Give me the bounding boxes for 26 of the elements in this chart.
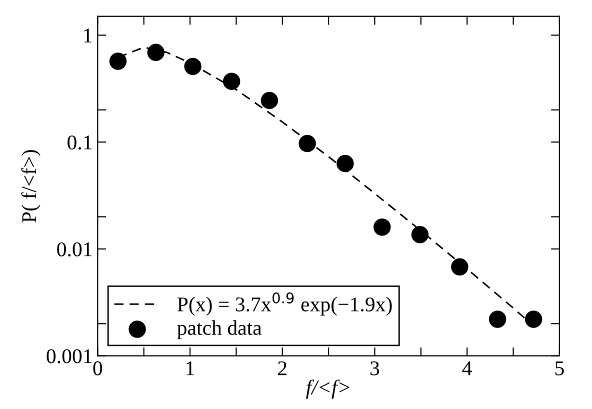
- point: [260, 92, 278, 110]
- x-tick-label: 3: [370, 361, 380, 376]
- point: [184, 58, 202, 76]
- legend-label: P(x) = 3.7x$^{0.9}$ exp(−1.9x): [177, 292, 392, 316]
- x-tick-label: 1: [186, 361, 194, 376]
- x-tick-label: 2: [278, 361, 286, 376]
- y-tick-label: 0.001: [46, 349, 92, 364]
- y-axis-title: P( f/<f>): [21, 150, 40, 222]
- x-tick-label: 5: [555, 362, 564, 376]
- point: [147, 44, 164, 62]
- x-tick-label: 0: [93, 361, 102, 376]
- y-tick-label: 1: [84, 28, 92, 42]
- point: [109, 52, 127, 70]
- point: [298, 134, 316, 152]
- point: [451, 258, 468, 276]
- point: [488, 310, 506, 328]
- point: [222, 72, 240, 90]
- legend-label: patch data: [177, 320, 262, 340]
- point: [411, 226, 429, 244]
- x-axis-title: f/<f>: [306, 380, 350, 399]
- x-tick-label: 4: [462, 361, 472, 376]
- point: [336, 154, 354, 172]
- point: [374, 218, 391, 236]
- y-tick-label: 0.01: [57, 242, 92, 256]
- point: [524, 310, 542, 328]
- y-tick-label: 0.1: [68, 135, 92, 150]
